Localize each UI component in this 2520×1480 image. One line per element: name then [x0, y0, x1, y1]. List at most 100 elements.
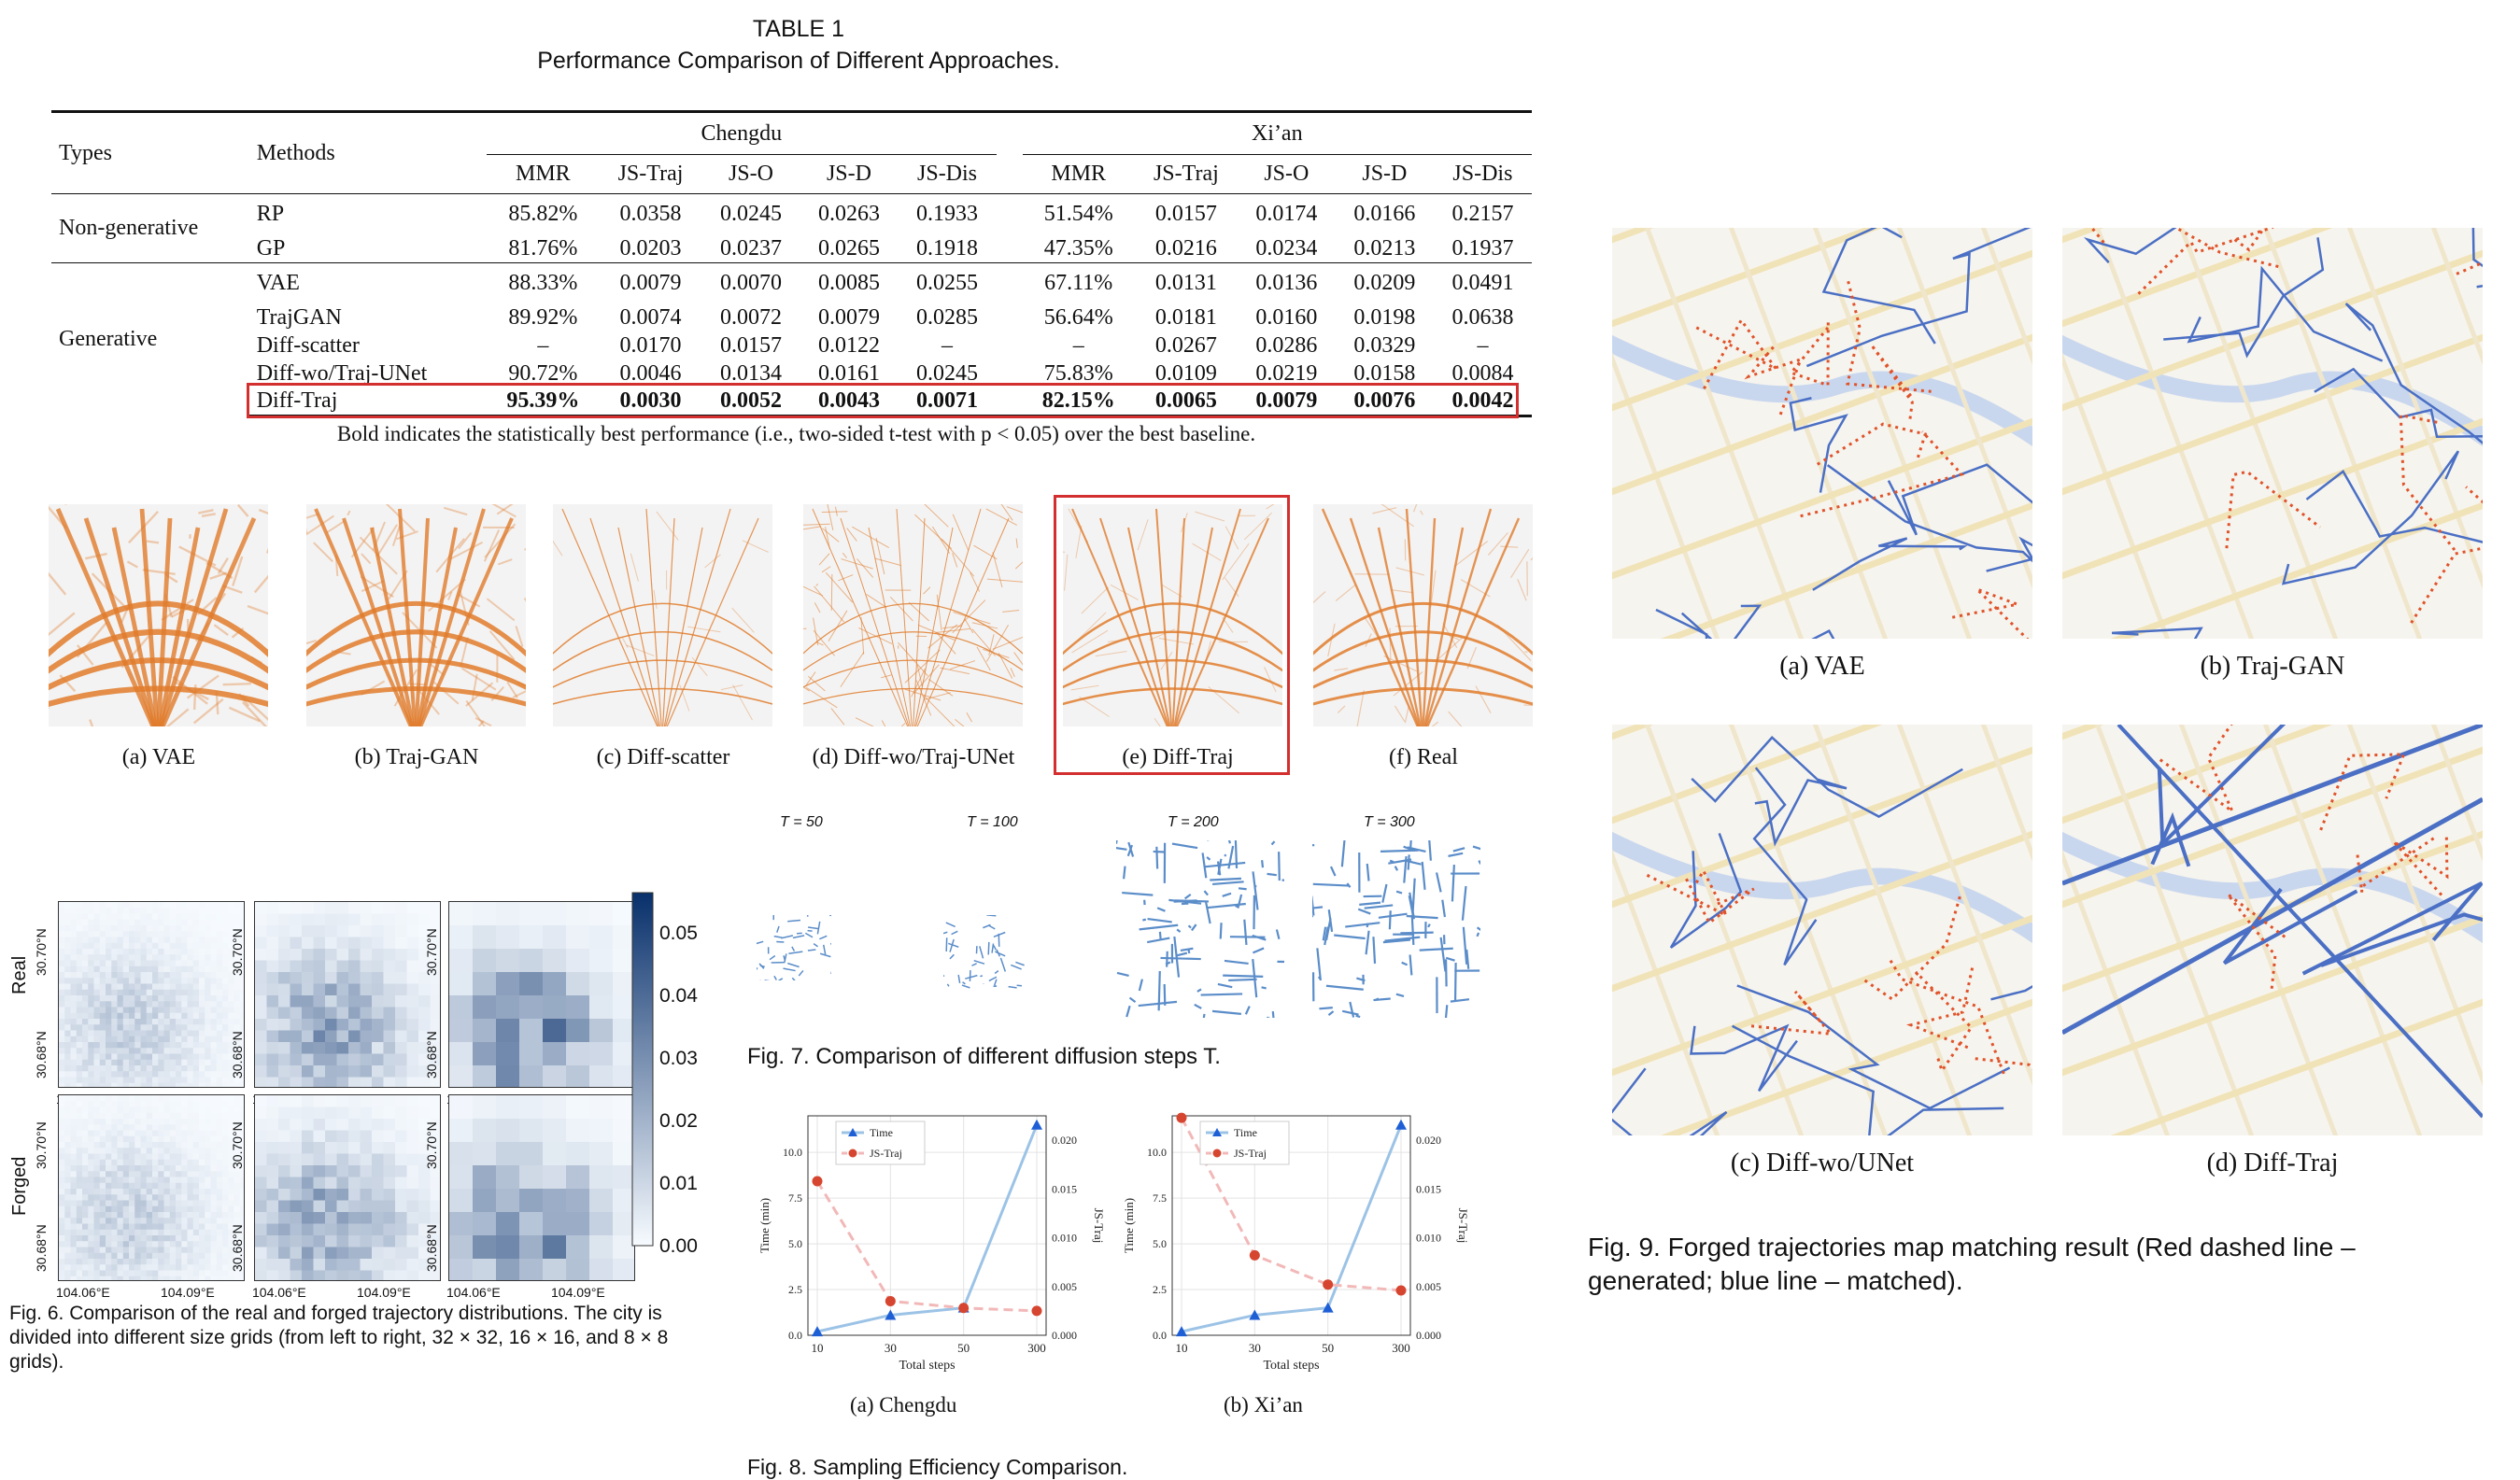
heatmap-cell: [82, 943, 89, 950]
heatmap-cell: [337, 1165, 349, 1177]
map-background: [1612, 725, 2032, 1135]
heatmap-cell: [147, 1083, 153, 1088]
heatmap-cell: [181, 1259, 188, 1265]
heatmap-cell: [234, 1095, 241, 1102]
heatmap-cell: [395, 1031, 407, 1043]
heatmap-cell: [205, 1189, 211, 1195]
heatmap-cell: [77, 937, 83, 944]
heatmap-cell: [566, 1212, 590, 1236]
y-tick-label: 5.0: [788, 1237, 802, 1250]
heatmap-cell: [164, 1054, 171, 1061]
heatmap-cell: [496, 1042, 520, 1066]
value-cell: 0.0358: [600, 194, 702, 235]
heatmap-cell: [82, 954, 89, 961]
heatmap-cell: [141, 1054, 148, 1061]
heatmap-cell: [158, 972, 164, 979]
heatmap-cell: [141, 1276, 148, 1281]
heatmap-cell: [348, 1095, 361, 1107]
heatmap-cell: [255, 995, 267, 1008]
heatmap-cell: [193, 1101, 200, 1107]
heatmap-cell: [170, 1031, 177, 1037]
heatmap-cell: [152, 1247, 159, 1254]
heatmap-cell: [111, 1194, 118, 1201]
heatmap-cell: [337, 1031, 349, 1043]
radial-road-trace: [1423, 518, 1519, 726]
heatmap-cell: [211, 961, 218, 967]
heatmap-cell: [59, 1013, 65, 1020]
heatmap-cell: [100, 1183, 106, 1190]
value-cell: 0.2157: [1434, 194, 1532, 235]
heatmap-cell: [176, 966, 182, 973]
heatmap-cell: [170, 1259, 177, 1265]
heatmap-cell: [64, 984, 71, 991]
heatmap-cell: [222, 914, 229, 921]
heatmap-cell: [106, 1071, 112, 1078]
heatmap-cell: [302, 1247, 314, 1260]
heatmap-cell: [123, 925, 130, 932]
heatmap-cell: [71, 1224, 78, 1231]
heatmap-cell: [314, 995, 326, 1008]
heatmap-cell: [589, 1065, 614, 1088]
heatmap-cell: [348, 1065, 361, 1078]
y-tick-label: 5.0: [1153, 1237, 1167, 1250]
heatmap-cell: [82, 1259, 89, 1265]
heatmap-cell: [519, 1212, 544, 1236]
heatmap-cell: [170, 931, 177, 937]
heatmap-cell: [147, 1165, 153, 1172]
trajectory-segment: [1379, 914, 1408, 918]
heatmap-cell: [106, 1264, 112, 1271]
heatmap-cell: [205, 1206, 211, 1213]
heatmap-cell: [100, 978, 106, 984]
heatmap-cell: [106, 1008, 112, 1014]
heatmap-cell: [199, 943, 205, 950]
heatmap-cell: [176, 1235, 182, 1242]
heatmap-cell: [325, 1078, 337, 1089]
method-cell: TrajGAN: [249, 304, 487, 332]
heatmap-cell: [211, 1001, 218, 1008]
heatmap-cell: [71, 1142, 78, 1149]
heatmap-cell: [302, 1154, 314, 1166]
heatmap-cell: [59, 990, 65, 996]
heatmap-cell: [473, 1119, 497, 1143]
heatmap-cell: [152, 1113, 159, 1120]
heatmap-cell: [94, 1177, 101, 1184]
heatmap-cell: [176, 984, 182, 991]
heatmap-cell: [255, 1154, 267, 1166]
noise-trace: [987, 579, 1023, 582]
heatmap-cell: [152, 1131, 159, 1137]
heatmap-cell: [158, 1019, 164, 1025]
heatmap-cell: [302, 1054, 314, 1066]
heatmap-cell: [152, 1235, 159, 1242]
heatmap-cell: [361, 937, 373, 950]
heatmap-cell: [147, 1024, 153, 1031]
value-cell: 0.0209: [1336, 263, 1434, 304]
heatmap-cell: [94, 920, 101, 926]
trajectory-segment: [1221, 923, 1222, 938]
heatmap-cell: [64, 1253, 71, 1260]
heatmap-cell: [302, 1019, 314, 1031]
value-cell: 0.0131: [1135, 263, 1238, 304]
heatmap-cell: [141, 1189, 148, 1195]
heatmap-cell: [77, 1107, 83, 1114]
heatmap-cell: [64, 1247, 71, 1254]
heatmap-cell: [407, 1235, 419, 1247]
heatmap-cell: [228, 1218, 234, 1224]
trajectory-segment: [1317, 948, 1321, 980]
heatmap-cell: [519, 1065, 544, 1088]
heatmap-cell: [519, 1189, 544, 1213]
heatmap-cell: [59, 1119, 65, 1125]
heatmap-cell: [361, 1271, 373, 1282]
trajectory-segment: [774, 976, 776, 980]
heatmap-cell: [217, 1136, 223, 1143]
heatmap-cell: [94, 1119, 101, 1125]
heatmap-cell: [267, 1031, 279, 1043]
heatmap-cell: [152, 990, 159, 996]
heatmap-cell: [59, 1212, 65, 1219]
trajectory-segment: [784, 955, 785, 961]
heatmap-cell: [407, 937, 419, 950]
heatmap-cell: [188, 1078, 194, 1084]
heatmap-cell: [147, 1212, 153, 1219]
heatmap-cell: [234, 1194, 241, 1201]
heatmap-cell: [123, 1054, 130, 1061]
heatmap-cell: [134, 1042, 141, 1049]
